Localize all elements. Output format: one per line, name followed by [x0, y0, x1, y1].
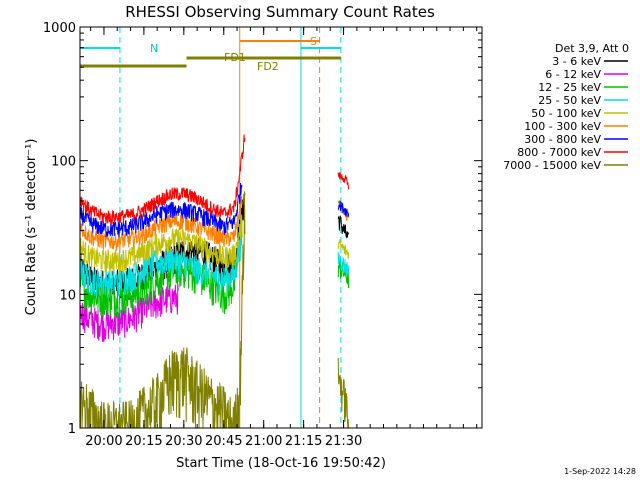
series-line-main — [79, 182, 243, 238]
series-line-post — [337, 357, 350, 429]
legend-label: 300 - 800 keV — [524, 133, 601, 146]
night-label: N — [150, 42, 158, 55]
legend-label: 6 - 12 keV — [545, 68, 601, 81]
x-tick-label: 20:45 — [205, 434, 242, 449]
series-line-post — [337, 200, 350, 217]
legend-label: 800 - 7000 keV — [517, 146, 601, 159]
y-axis-label: Count Rate (s⁻¹ detector⁻¹) — [24, 139, 39, 316]
plot-frame — [79, 26, 483, 429]
series-line-post — [337, 172, 350, 190]
fd1-label: FD1 — [224, 51, 246, 64]
fd2-label: FD2 — [257, 60, 279, 73]
series-line-main — [79, 195, 243, 253]
legend-label: 3 - 6 keV — [552, 55, 601, 68]
x-tick-label: 20:15 — [125, 434, 162, 449]
series-line-main — [79, 134, 246, 225]
series-line-post — [337, 259, 350, 289]
legend-title: Det 3,9, Att 0 — [555, 42, 629, 55]
x-tick-label: 21:00 — [245, 434, 282, 449]
series-line-post — [337, 215, 350, 239]
legend-label: 7000 - 15000 keV — [503, 159, 601, 172]
chart-title: RHESSI Observing Summary Count Rates — [125, 3, 435, 21]
legend-label: 50 - 100 keV — [531, 107, 601, 120]
y-tick-label: 1000 — [43, 21, 76, 36]
y-tick-label: 100 — [51, 155, 76, 170]
saa-label: S — [310, 35, 317, 48]
series-line-post — [337, 251, 350, 275]
x-tick-label: 20:30 — [165, 434, 202, 449]
footer-date: 1-Sep-2022 14:28 — [564, 467, 636, 476]
series-line-main — [79, 222, 243, 298]
series-line-main — [79, 283, 179, 342]
legend-label: 25 - 50 keV — [538, 94, 601, 107]
y-tick-label: 1 — [68, 422, 76, 437]
x-tick-label: 21:15 — [285, 434, 322, 449]
series-line-post — [337, 238, 350, 259]
series-line-main — [79, 214, 243, 273]
x-tick-label: 21:30 — [325, 434, 362, 449]
legend-label: 100 - 300 keV — [524, 120, 601, 133]
legend-label: 12 - 25 keV — [538, 81, 601, 94]
x-tick-label: 20:00 — [85, 434, 122, 449]
x-axis-label: Start Time (18-Oct-16 19:50:42) — [176, 456, 386, 471]
y-tick-label: 10 — [59, 288, 76, 303]
